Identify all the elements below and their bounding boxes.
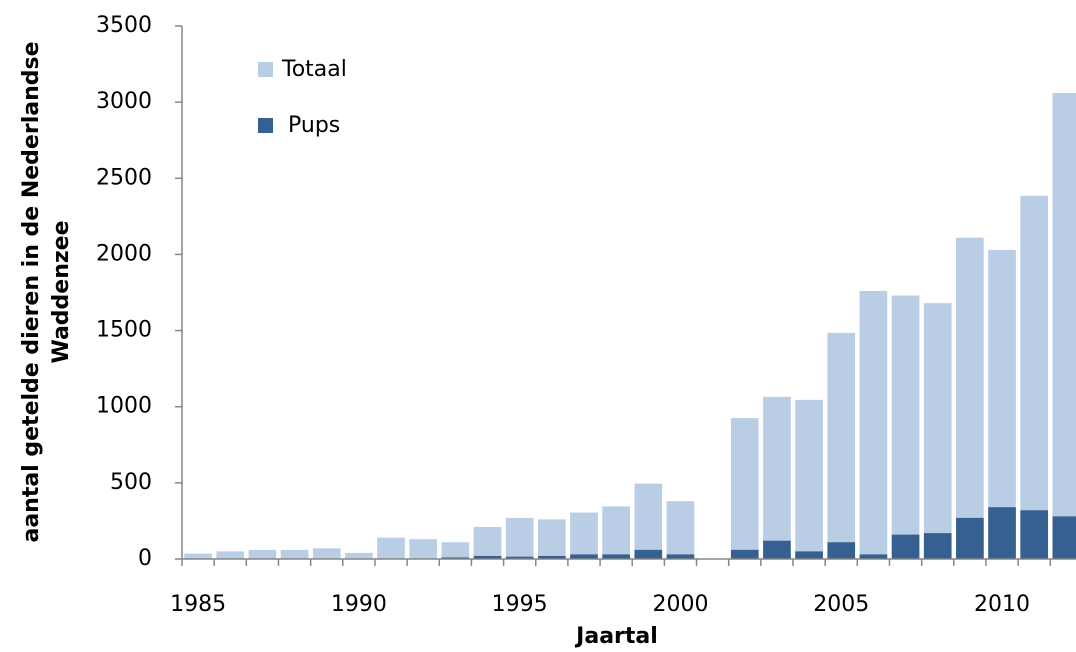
bar <box>602 506 630 559</box>
bar <box>956 237 984 560</box>
x-tick-label: 2010 <box>974 592 1030 617</box>
bar <box>666 554 695 559</box>
bar <box>763 396 791 559</box>
bar <box>473 527 502 559</box>
bar <box>537 555 566 559</box>
x-axis-label: Jaartal <box>574 624 658 649</box>
bar <box>859 290 888 559</box>
legend-swatch <box>258 118 273 133</box>
bar <box>248 549 277 559</box>
x-tick-label: 1985 <box>170 592 226 617</box>
x-tick-label: 2000 <box>652 592 708 617</box>
y-tick-label: 2500 <box>96 165 152 190</box>
y-tick-label: 2000 <box>96 241 152 266</box>
bar <box>216 551 245 559</box>
bar <box>441 557 470 559</box>
bar <box>1020 510 1049 559</box>
bar <box>827 332 856 559</box>
x-tick-label: 2005 <box>813 592 869 617</box>
bar <box>345 552 373 559</box>
bar <box>891 295 920 559</box>
bar <box>473 555 502 559</box>
bar <box>1052 516 1076 559</box>
bar <box>409 539 438 559</box>
bar <box>505 556 534 559</box>
bar <box>1052 93 1076 560</box>
bar <box>923 533 952 559</box>
bar <box>602 554 630 559</box>
bar <box>184 553 212 559</box>
y-tick-label: 500 <box>110 470 152 495</box>
y-axis-label: Waddenzee <box>49 220 74 363</box>
legend-label: Pups <box>288 113 340 138</box>
bar <box>988 507 1016 559</box>
y-tick-label: 1500 <box>96 318 152 343</box>
y-tick-label: 3000 <box>96 89 152 114</box>
bar <box>956 517 984 559</box>
bar <box>537 519 566 559</box>
bar <box>377 537 405 559</box>
y-tick-label: 1000 <box>96 394 152 419</box>
bar <box>634 549 663 559</box>
bar <box>312 548 341 559</box>
legend-label: Totaal <box>281 57 347 82</box>
bar <box>634 483 663 559</box>
bar <box>1020 195 1049 559</box>
bar <box>730 549 759 559</box>
x-tick-label: 1990 <box>331 592 387 617</box>
bar <box>859 554 888 559</box>
y-tick-label: 0 <box>138 546 152 571</box>
bar <box>827 542 856 559</box>
bar <box>923 303 952 559</box>
bar <box>280 549 309 559</box>
bar <box>570 512 598 559</box>
bar <box>795 551 823 559</box>
y-axis-label: aantal getelde dieren in de Nederlandse <box>19 41 44 542</box>
legend-swatch <box>258 62 273 77</box>
x-tick-label: 1995 <box>492 592 548 617</box>
bar <box>505 517 534 559</box>
bar <box>441 542 470 559</box>
y-tick-label: 3500 <box>96 13 152 38</box>
bar <box>666 501 695 559</box>
bar <box>730 418 759 559</box>
bar <box>795 399 823 559</box>
bar <box>891 534 920 559</box>
bar <box>763 540 791 559</box>
bar <box>570 554 598 559</box>
